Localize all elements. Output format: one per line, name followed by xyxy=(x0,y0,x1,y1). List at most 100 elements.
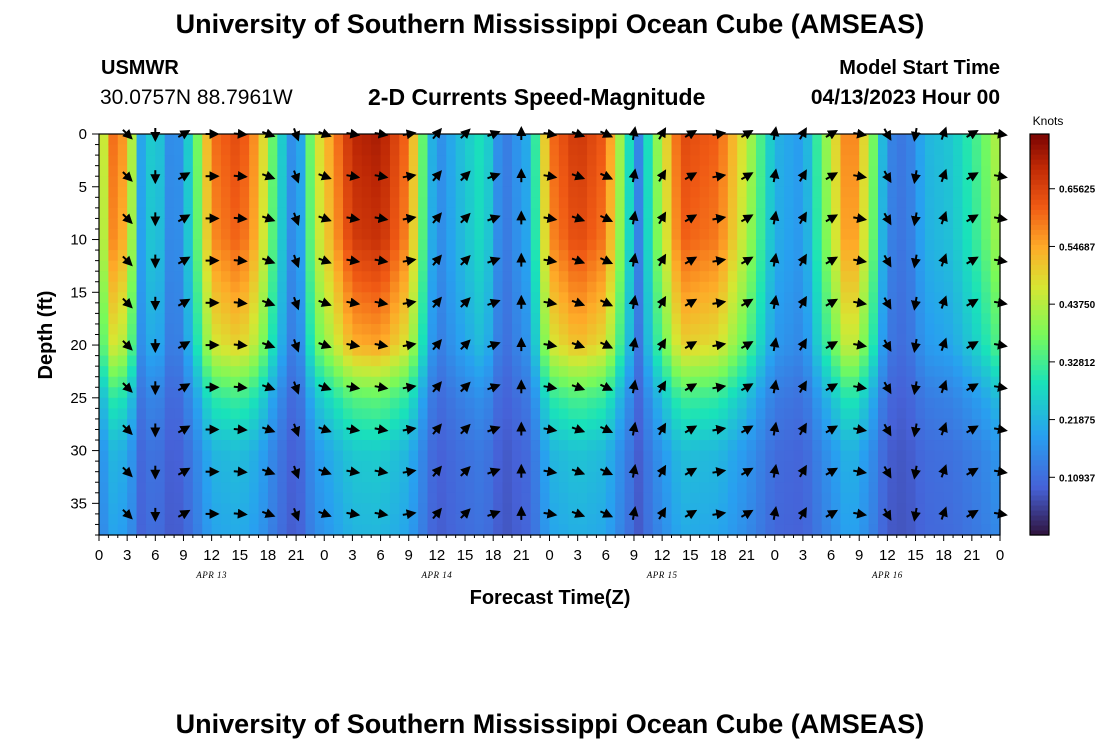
heatmap-cell xyxy=(502,239,513,251)
heatmap-cell xyxy=(361,376,372,388)
heatmap-cell xyxy=(277,207,288,220)
heatmap-cell xyxy=(643,165,654,177)
heatmap-cell xyxy=(624,134,635,146)
current-arrow xyxy=(825,172,839,182)
heatmap-cell xyxy=(831,345,842,357)
heatmap-cell xyxy=(699,376,710,388)
heatmap-cell xyxy=(784,207,795,220)
heatmap-cell xyxy=(802,461,813,473)
heatmap-cell xyxy=(737,292,748,304)
heatmap-cell xyxy=(239,176,250,188)
current-arrow xyxy=(290,465,301,480)
heatmap-cell xyxy=(849,524,860,536)
heatmap-cell xyxy=(174,366,185,378)
heatmap-cell xyxy=(202,376,213,388)
heatmap-cell xyxy=(699,334,710,346)
heatmap-cell xyxy=(887,482,898,494)
heatmap-cell xyxy=(568,197,579,209)
heatmap-cell xyxy=(615,260,626,272)
heatmap-cell xyxy=(605,334,616,346)
current-arrow xyxy=(122,297,133,309)
heatmap-cell xyxy=(136,144,147,156)
heatmap-cell xyxy=(568,155,579,167)
x-tick-label: 6 xyxy=(151,547,159,564)
heatmap-cell xyxy=(249,450,260,462)
heatmap-cell xyxy=(859,418,870,431)
heatmap-cell xyxy=(859,440,870,452)
colorbar-swatch xyxy=(1030,304,1049,311)
heatmap-cell xyxy=(924,387,935,399)
heatmap-cell xyxy=(840,345,851,357)
heatmap-cell xyxy=(652,271,663,283)
heatmap-cell xyxy=(549,355,560,367)
heatmap-cell xyxy=(840,513,851,526)
current-arrow xyxy=(177,509,191,520)
colorbar-swatch xyxy=(1030,149,1049,155)
heatmap-cell xyxy=(155,134,166,146)
heatmap-cell xyxy=(990,165,1001,177)
heatmap-cell xyxy=(371,418,382,431)
heatmap-cell xyxy=(296,440,307,452)
heatmap-cell xyxy=(962,239,973,251)
heatmap-cell xyxy=(558,503,569,515)
heatmap-cell xyxy=(352,281,363,293)
heatmap-cell xyxy=(164,250,175,262)
heatmap-cell xyxy=(596,503,607,515)
heatmap-cell xyxy=(361,397,372,409)
heatmap-cell xyxy=(221,503,231,515)
y-axis-label: Depth (ft) xyxy=(35,291,57,380)
current-arrow xyxy=(402,424,417,435)
heatmap-cell xyxy=(474,376,485,388)
heatmap-cell xyxy=(99,450,109,462)
heatmap-cell xyxy=(896,387,907,399)
heatmap-cell xyxy=(521,376,532,388)
heatmap-cell xyxy=(211,271,222,283)
heatmap-cell xyxy=(202,134,213,146)
heatmap-cell xyxy=(436,524,447,536)
x-tick-label: 15 xyxy=(457,547,474,564)
heatmap-cell xyxy=(286,503,297,515)
heatmap-cell xyxy=(314,313,325,325)
heatmap-cell xyxy=(962,165,973,177)
heatmap-cell xyxy=(633,176,644,188)
heatmap-cell xyxy=(671,503,682,515)
heatmap-cell xyxy=(662,524,673,536)
heatmap-cell xyxy=(877,408,888,420)
heatmap-cell xyxy=(971,323,982,336)
heatmap-cell xyxy=(502,292,513,304)
heatmap-cell xyxy=(587,482,598,494)
heatmap-cell xyxy=(267,323,278,336)
heatmap-cell xyxy=(633,492,644,504)
heatmap-cell xyxy=(380,387,391,399)
heatmap-cell xyxy=(859,271,870,283)
heatmap-cell xyxy=(174,461,185,473)
heatmap-cell xyxy=(896,376,907,388)
heatmap-cell xyxy=(774,197,785,209)
heatmap-cell xyxy=(765,155,776,167)
heatmap-cell xyxy=(127,144,138,156)
heatmap-cell xyxy=(859,176,870,188)
heatmap-cell xyxy=(521,218,532,230)
x-tick-label: 0 xyxy=(771,547,779,564)
heatmap-cell xyxy=(652,503,663,515)
heatmap-cell xyxy=(136,250,147,262)
heatmap-cell xyxy=(249,176,260,188)
heatmap-cell xyxy=(737,513,748,526)
heatmap-cell xyxy=(699,366,710,378)
heatmap-cell xyxy=(145,334,156,346)
heatmap-cell xyxy=(174,429,185,441)
heatmap-cell xyxy=(868,408,879,420)
heatmap-cell xyxy=(324,176,335,188)
heatmap-cell xyxy=(474,387,485,399)
heatmap-cell xyxy=(615,271,626,283)
heatmap-cell xyxy=(455,492,466,504)
heatmap-cell xyxy=(389,355,400,367)
heatmap-cell xyxy=(211,239,222,251)
heatmap-cell xyxy=(615,228,626,241)
heatmap-cell xyxy=(267,218,278,230)
heatmap-cell xyxy=(296,281,307,293)
heatmap-cell xyxy=(202,355,213,367)
heatmap-cell xyxy=(887,492,898,504)
heatmap-cell xyxy=(906,228,917,241)
heatmap-cell xyxy=(211,418,222,431)
